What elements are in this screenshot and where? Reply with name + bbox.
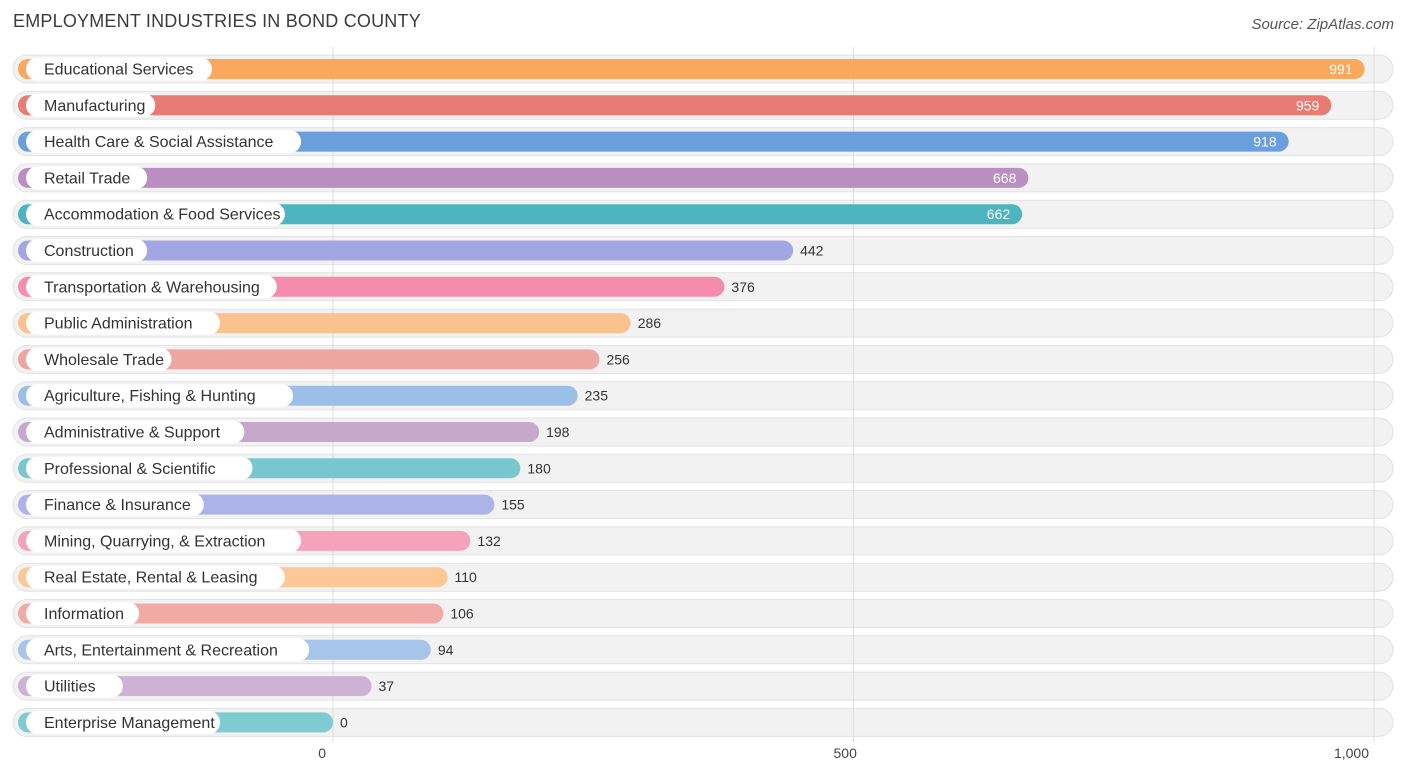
category-label: Mining, Quarrying, & Extraction — [44, 533, 265, 550]
x-tick-label: 500 — [834, 745, 858, 761]
bar — [18, 95, 1332, 116]
category-label-pill — [26, 674, 123, 698]
category-label: Finance & Insurance — [44, 497, 191, 514]
category-label: Real Estate, Rental & Leasing — [44, 570, 257, 587]
value-label: 235 — [585, 388, 609, 404]
x-tick-label: 1,000 — [1334, 745, 1369, 761]
category-label-pill — [26, 565, 285, 589]
category-label: Transportation & Warehousing — [44, 279, 260, 296]
value-label: 442 — [800, 243, 824, 259]
category-label-pill — [26, 275, 277, 299]
category-label: Information — [44, 606, 124, 623]
value-label: 376 — [731, 279, 755, 295]
value-label: 662 — [987, 206, 1011, 222]
category-label-pill — [26, 638, 310, 662]
category-label: Health Care & Social Assistance — [44, 134, 274, 151]
value-label: 991 — [1329, 61, 1353, 77]
category-label-pill — [26, 710, 221, 734]
value-label: 0 — [340, 714, 348, 730]
bar — [18, 240, 794, 261]
category-label-pill — [26, 166, 148, 190]
category-label-pill — [26, 57, 212, 81]
category-label: Manufacturing — [44, 98, 145, 115]
category-label: Utilities — [44, 679, 96, 696]
bar — [18, 59, 1365, 79]
category-label: Public Administration — [44, 316, 193, 333]
source-attribution: Source: ZipAtlas.com — [1251, 16, 1394, 33]
value-label: 286 — [638, 315, 662, 331]
value-label: 180 — [527, 460, 551, 476]
x-tick-label: 0 — [318, 745, 326, 761]
category-label-pill — [26, 93, 156, 117]
category-label: Professional & Scientific — [44, 461, 216, 478]
category-label-pill — [26, 456, 253, 480]
value-label: 198 — [546, 424, 570, 440]
bar — [18, 131, 1289, 152]
value-label: 37 — [379, 678, 395, 694]
value-label: 668 — [993, 170, 1017, 186]
chart-title: EMPLOYMENT INDUSTRIES IN BOND COUNTY — [13, 11, 421, 31]
value-label: 106 — [450, 606, 474, 622]
value-label: 155 — [501, 497, 525, 513]
category-label: Enterprise Management — [44, 715, 215, 732]
category-label-pill — [26, 239, 148, 262]
value-label: 256 — [606, 351, 630, 367]
category-label: Accommodation & Food Services — [44, 207, 281, 224]
category-label: Agriculture, Fishing & Hunting — [44, 388, 256, 405]
value-label: 918 — [1253, 134, 1277, 150]
category-label-pill — [26, 130, 302, 154]
category-label: Educational Services — [44, 62, 193, 79]
category-label-pill — [26, 529, 302, 553]
category-label-pill — [26, 384, 293, 408]
category-label-pill — [26, 347, 172, 371]
category-label: Wholesale Trade — [44, 352, 164, 369]
category-label: Administrative & Support — [44, 425, 221, 442]
category-label-pill — [26, 311, 221, 335]
category-label: Construction — [44, 243, 134, 260]
category-label: Arts, Entertainment & Recreation — [44, 642, 278, 659]
value-label: 959 — [1296, 97, 1320, 113]
value-label: 132 — [477, 533, 501, 549]
category-label-pill — [26, 493, 204, 517]
category-label-pill — [26, 602, 140, 625]
value-label: 94 — [438, 642, 454, 658]
category-label-pill — [26, 420, 245, 444]
category-label: Retail Trade — [44, 170, 130, 187]
category-label-pill — [26, 202, 285, 226]
row-track — [12, 707, 1394, 737]
value-label: 110 — [455, 569, 478, 585]
bar — [18, 167, 1029, 188]
